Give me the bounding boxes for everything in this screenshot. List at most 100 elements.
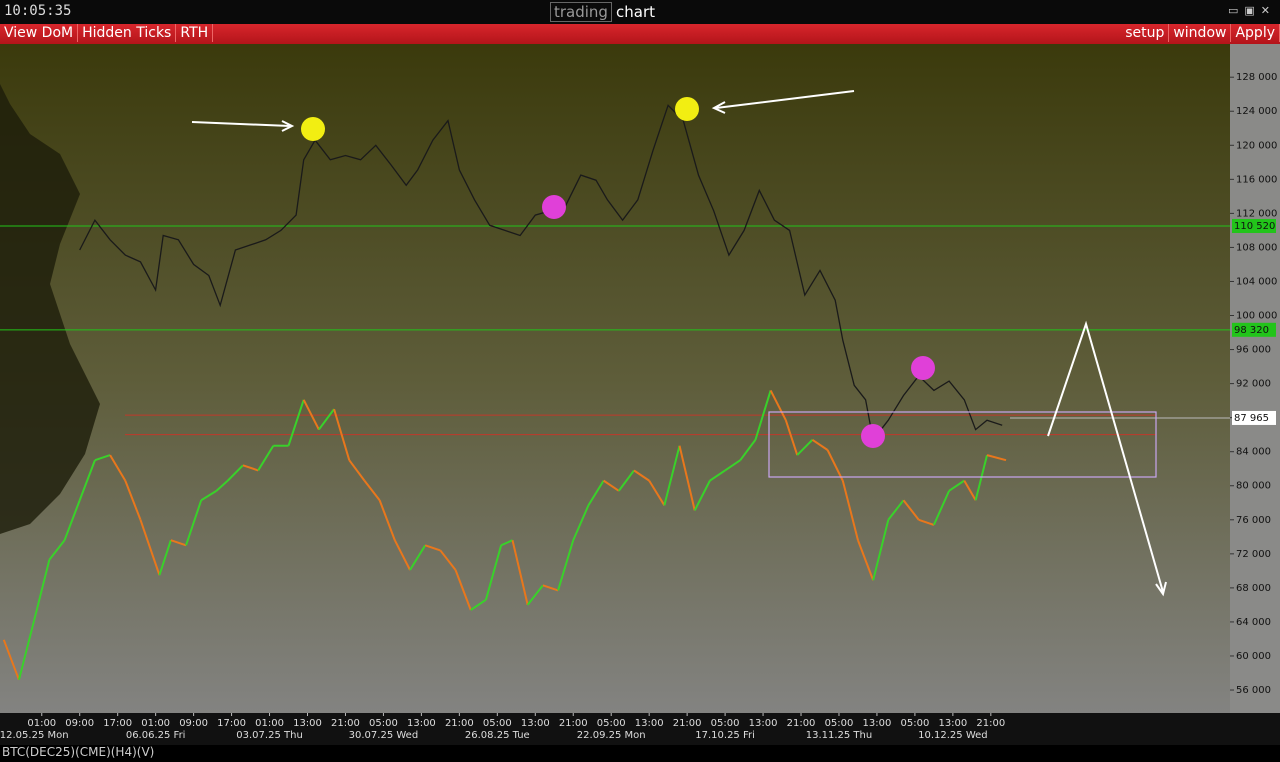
menu-item[interactable]: setup — [1121, 24, 1170, 42]
overlay-segment — [693, 480, 711, 511]
overlay-segment — [724, 459, 741, 472]
overlay-segment — [348, 459, 366, 482]
x-tick-label: 13:00 — [521, 718, 550, 729]
plot-background — [0, 44, 1230, 713]
overlay-segment — [948, 479, 965, 492]
marker-yellow — [675, 97, 699, 121]
price-tag — [1232, 218, 1276, 233]
price-tag — [1232, 322, 1276, 337]
x-tick-label: 05:00 — [483, 718, 512, 729]
x-tick-label: 01:00 — [27, 718, 56, 729]
menu-item[interactable]: Hidden Ticks — [78, 24, 177, 42]
overlay-segment — [302, 399, 320, 431]
status-bar: BTC(DEC25)(CME)(H4)(V) — [0, 745, 1280, 762]
overlay-segment — [424, 544, 441, 552]
menu-right: setup window Apply — [1121, 24, 1280, 42]
overlay-segment — [826, 449, 844, 482]
x-tick-label: 21:00 — [331, 718, 360, 729]
overlay-segment — [242, 464, 259, 472]
menu-item[interactable]: View DoM — [0, 24, 79, 42]
overlay-segment — [2, 639, 20, 681]
overlay-segment — [709, 469, 726, 482]
y-tick-label: 84 000 — [1236, 447, 1271, 458]
overlay-segment — [48, 539, 66, 561]
x-tick-label: 21:00 — [673, 718, 702, 729]
overlay-segment — [784, 419, 799, 456]
overlay-segment — [557, 539, 575, 591]
overlay-segment — [648, 480, 666, 506]
x-tick-label: 05:00 — [369, 718, 398, 729]
title-part: trading — [550, 2, 612, 22]
menu-item[interactable]: window — [1169, 24, 1232, 42]
overlay-segment — [902, 499, 920, 521]
overlay-segment — [393, 539, 411, 571]
overlay-segment — [439, 549, 457, 571]
overlay-segment — [470, 598, 487, 611]
overlay-segment — [872, 519, 890, 581]
x-tick-label: 05:00 — [597, 718, 626, 729]
overlay-segment — [500, 539, 513, 547]
y-tick-label: 128 000 — [1236, 72, 1277, 83]
overlay-segment — [139, 519, 161, 576]
overlay-segment — [215, 479, 229, 492]
y-tick-label: 96 000 — [1236, 345, 1271, 356]
y-tick-label: 116 000 — [1236, 174, 1277, 185]
date-label: 30.07.25 Wed — [349, 730, 419, 741]
x-tick-label: 21:00 — [559, 718, 588, 729]
x-tick-label: 21:00 — [976, 718, 1005, 729]
overlay-segment — [333, 408, 351, 461]
date-label: 06.06.25 Fri — [126, 730, 186, 741]
date-label: 26.08.25 Tue — [465, 730, 530, 741]
clock: 10:05:35 — [4, 3, 72, 19]
overlay-segment — [158, 539, 172, 576]
overlay-segment — [109, 454, 127, 482]
range-box — [768, 411, 1157, 478]
x-tick-label: 13:00 — [749, 718, 778, 729]
overlay-segment — [33, 559, 51, 621]
window-controls[interactable]: ▭▣✕ — [1228, 4, 1277, 17]
overlay-segment — [170, 539, 187, 547]
price-tag-label: 110 520 — [1234, 221, 1275, 232]
x-tick-label: 17:00 — [217, 718, 246, 729]
chart: 56 000 60 000 64 000 68 000 72 000 76 000 80 0… — [0, 44, 1280, 745]
overlay-segment — [754, 390, 772, 441]
price-line-series — [79, 104, 1003, 442]
overlay-segment — [526, 584, 544, 606]
date-label: 10.12.25 Wed — [918, 730, 988, 741]
overlay-segment — [454, 569, 472, 611]
price-tag-label: 98 320 — [1234, 325, 1269, 336]
overlay-segment — [857, 539, 875, 581]
y-tick-label: 76 000 — [1236, 515, 1271, 526]
menu-bar: View DoM Hidden Ticks RTH setup window Apply — [0, 24, 1280, 44]
overlay-segment — [986, 454, 1007, 462]
x-tick-label: 13:00 — [635, 718, 664, 729]
y-tick-label: 104 000 — [1236, 276, 1277, 287]
title-part: chart — [616, 3, 655, 21]
overlay-segment — [257, 445, 275, 471]
overlay-segment — [603, 479, 620, 492]
overlay-segment — [841, 480, 859, 541]
x-tick-label: 05:00 — [825, 718, 854, 729]
price-tag — [1232, 410, 1276, 425]
date-label: 13.11.25 Thu — [806, 730, 873, 741]
menu-item[interactable]: RTH — [176, 24, 214, 42]
x-tick-label: 13:00 — [293, 718, 322, 729]
overlay-segment — [572, 504, 590, 541]
overlay-segment — [378, 499, 396, 541]
overlay-segment — [678, 445, 696, 511]
overlay-segment — [542, 584, 559, 592]
x-tick-label: 13:00 — [938, 718, 967, 729]
overlay-segment — [63, 499, 81, 541]
x-tick-label: 13:00 — [863, 718, 892, 729]
overlay-segment — [739, 439, 757, 461]
y-tick-label: 56 000 — [1236, 685, 1271, 696]
overlay-segment — [811, 438, 829, 451]
overlay-segment — [663, 445, 681, 506]
overlay-segment — [796, 439, 814, 456]
y-tick-label: 72 000 — [1236, 549, 1271, 560]
overlay-segment — [484, 545, 503, 601]
overlay-segment — [918, 518, 935, 526]
overlay-segment — [78, 459, 96, 501]
menu-item[interactable]: Apply — [1231, 24, 1280, 42]
